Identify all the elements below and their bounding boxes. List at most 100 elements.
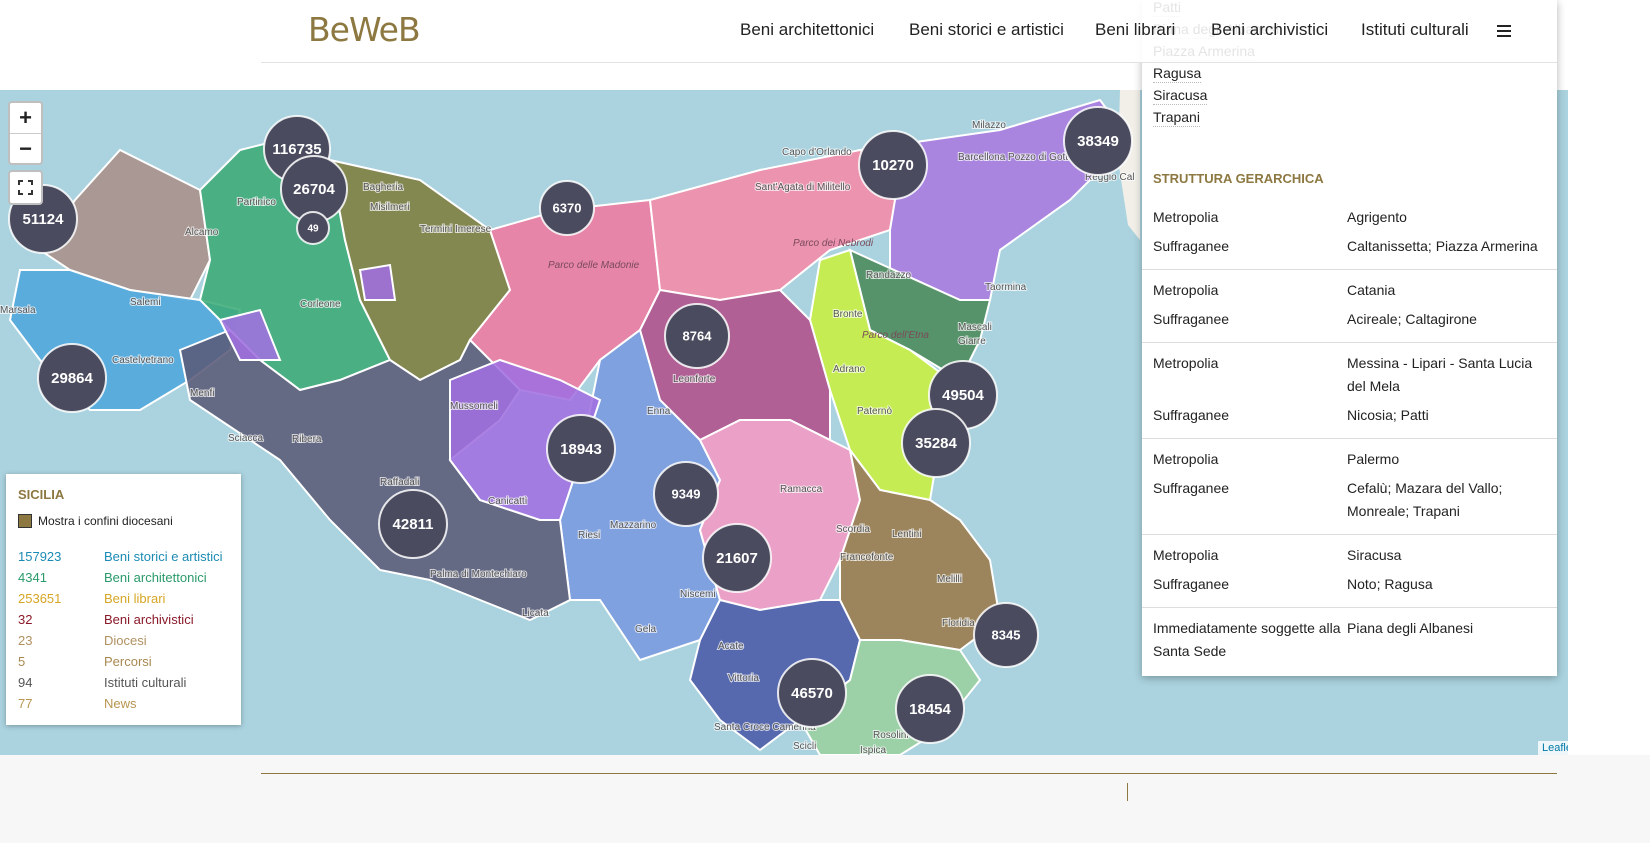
hierarchy-key: Suffraganee bbox=[1153, 311, 1230, 327]
cluster-marker bbox=[858, 130, 928, 200]
cluster-marker bbox=[653, 461, 719, 527]
place-label: Sant'Agata di Militello bbox=[755, 182, 851, 193]
diocese-area[interactable] bbox=[856, 98, 1132, 301]
cluster-count: 46570 bbox=[791, 685, 833, 702]
place-label: Riesi bbox=[578, 530, 600, 541]
cluster-count: 35284 bbox=[915, 435, 957, 452]
hierarchy-row: Suffraganee Acireale; Caltagirone bbox=[1142, 305, 1557, 334]
hierarchy-row: Metropolia Palermo bbox=[1142, 445, 1557, 474]
cluster-count: 10270 bbox=[872, 157, 914, 174]
nav-link[interactable]: Beni archivistici bbox=[1211, 20, 1329, 39]
cluster[interactable]: 18943 bbox=[546, 414, 616, 484]
place-label: Alcamo bbox=[185, 227, 219, 238]
legend-item: 253651 Beni librari bbox=[18, 591, 165, 606]
place-label: Francofonte bbox=[840, 552, 894, 563]
legend-item: 5 Percorsi bbox=[18, 654, 152, 669]
place-label: Randazzo bbox=[866, 270, 911, 281]
place-label: Mussomeli bbox=[450, 401, 498, 412]
diocese-link[interactable]: Ragusa bbox=[1153, 65, 1202, 83]
fullscreen-icon bbox=[18, 180, 33, 195]
cluster[interactable]: 8764 bbox=[664, 303, 730, 369]
cluster[interactable]: 46570 bbox=[777, 658, 847, 728]
nav-link[interactable]: Beni storici e artistici bbox=[909, 20, 1064, 39]
legend-item: 4341 Beni architettonici bbox=[18, 570, 207, 585]
place-label: Rosolini bbox=[873, 730, 909, 741]
legend-count: 77 bbox=[18, 696, 33, 711]
cluster[interactable]: 29864 bbox=[37, 343, 107, 413]
hierarchy-row: Suffraganee Nicosia; Patti bbox=[1142, 401, 1557, 430]
cluster[interactable]: 10270 bbox=[858, 130, 928, 200]
place-label: Termini Imerese bbox=[420, 224, 492, 235]
fullscreen-button[interactable] bbox=[8, 170, 43, 205]
cluster[interactable]: 35284 bbox=[901, 408, 971, 478]
legend-count: 4341 bbox=[18, 570, 47, 585]
hierarchy-value: Noto; Ragusa bbox=[1347, 576, 1433, 592]
place-label: Enna bbox=[647, 406, 671, 417]
diocese-area[interactable] bbox=[449, 358, 602, 521]
place-label: Lentini bbox=[892, 529, 921, 540]
cluster[interactable]: 42811 bbox=[378, 489, 448, 559]
legend-count: 5 bbox=[18, 654, 26, 669]
place-label: Palma di Montechiaro bbox=[430, 569, 527, 580]
legend-label: Beni architettonici bbox=[104, 570, 207, 585]
legend-label: Beni storici e artistici bbox=[104, 549, 223, 564]
cluster[interactable]: 49 bbox=[296, 211, 330, 245]
hierarchy-group: Immediatamente soggette alla Santa Sede P… bbox=[1142, 608, 1557, 674]
park-label: Parco dell'Etna bbox=[862, 330, 929, 341]
zoom-control: + − bbox=[8, 101, 43, 165]
place-label: Acate bbox=[718, 641, 744, 652]
place-label: Vittoria bbox=[728, 673, 759, 684]
section-title: STRUTTURA GERARCHICA bbox=[1153, 171, 1324, 186]
nav-link[interactable]: Istituti culturali bbox=[1361, 20, 1469, 39]
toggle[interactable]: Mostra i confini diocesani bbox=[18, 514, 173, 528]
cluster-count: 9349 bbox=[672, 486, 701, 501]
hierarchy-key: Suffraganee bbox=[1153, 480, 1230, 496]
attribution[interactable]: Leaflet bbox=[1538, 741, 1568, 755]
cluster-count: 18454 bbox=[909, 701, 951, 718]
zoom-in[interactable]: + bbox=[10, 103, 41, 134]
cluster[interactable]: 18454 bbox=[895, 674, 965, 744]
diocese-link[interactable]: Trapani bbox=[1153, 109, 1200, 127]
place-label: Ribera bbox=[292, 434, 322, 445]
diocese-area[interactable] bbox=[358, 263, 397, 301]
legend-label: Percorsi bbox=[104, 654, 152, 669]
hierarchy-key: Metropolia bbox=[1153, 282, 1219, 298]
hierarchy-key: Metropolia bbox=[1153, 355, 1219, 371]
legend-item: 32 Beni archivistici bbox=[18, 612, 194, 627]
legend-count: 157923 bbox=[18, 549, 62, 564]
zoom-out[interactable]: − bbox=[19, 136, 32, 161]
hierarchy-value: Siracusa bbox=[1347, 547, 1402, 563]
menu-button[interactable] bbox=[1497, 25, 1511, 37]
place-label: Scicli bbox=[793, 741, 816, 752]
cluster-count: 6370 bbox=[553, 200, 582, 215]
place-label: Capo d'Orlando bbox=[782, 147, 852, 158]
place-label: Canicattì bbox=[488, 496, 528, 507]
logo[interactable]: BeWeB bbox=[308, 10, 421, 49]
cluster[interactable]: 21607 bbox=[702, 523, 772, 593]
cluster[interactable]: 9349 bbox=[653, 461, 719, 527]
cluster-count: 21607 bbox=[716, 550, 758, 567]
cluster[interactable]: 38349 bbox=[1063, 106, 1133, 176]
hierarchy-row: Suffraganee Cefalù; Mazara del Vallo; Mon… bbox=[1142, 474, 1557, 526]
diocese-area[interactable] bbox=[218, 308, 282, 361]
place-label: Raffadali bbox=[380, 477, 419, 488]
place-label: Milazzo bbox=[972, 120, 1006, 131]
diocese-link[interactable]: Siracusa bbox=[1153, 87, 1208, 105]
cluster-marker bbox=[901, 408, 971, 478]
cluster[interactable]: 8345 bbox=[973, 602, 1039, 668]
nav-link[interactable]: Beni architettonici bbox=[740, 20, 875, 39]
place-label: Bronte bbox=[833, 309, 863, 320]
cluster[interactable]: 26704 bbox=[280, 155, 348, 223]
hierarchy-value: Nicosia; Patti bbox=[1347, 407, 1429, 423]
cluster-count: 51124 bbox=[23, 211, 65, 228]
place-label: Marsala bbox=[0, 305, 36, 316]
place-labels: Bagheria Misilmeri Partinico Alcamo Termini … bbox=[0, 119, 1135, 755]
place-label: Ramacca bbox=[780, 484, 823, 495]
cluster[interactable]: 6370 bbox=[539, 180, 595, 236]
legend-item: 77 News bbox=[18, 696, 137, 711]
cluster-count: 116735 bbox=[272, 141, 321, 158]
place-label: Partinico bbox=[237, 197, 276, 208]
nav-link[interactable]: Beni librari bbox=[1095, 20, 1176, 39]
checkbox[interactable] bbox=[18, 514, 32, 528]
